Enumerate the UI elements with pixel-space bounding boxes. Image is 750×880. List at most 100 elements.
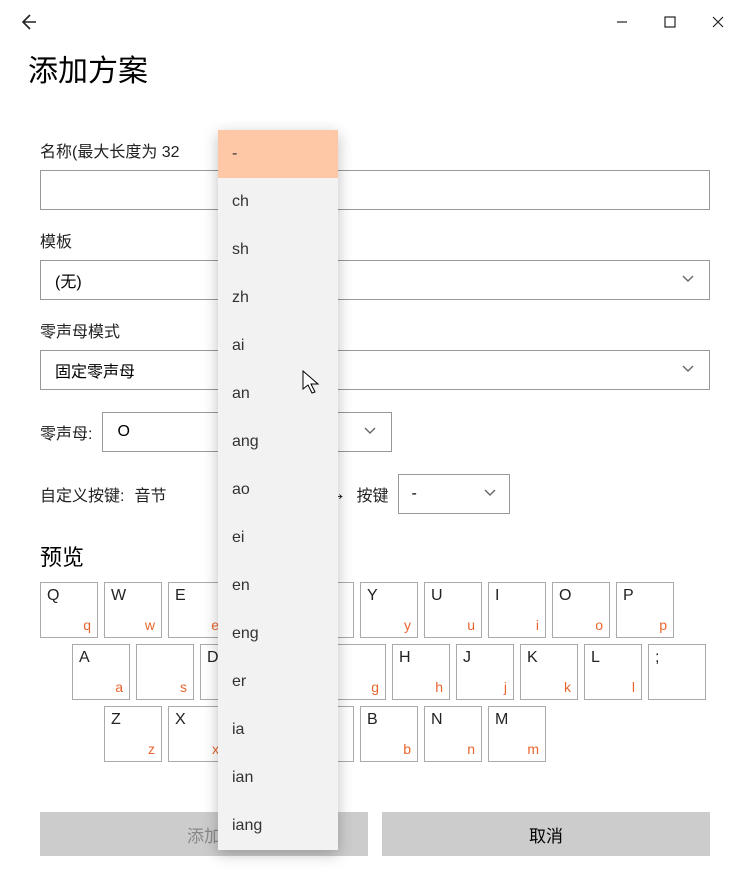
- dropdown-item[interactable]: ian: [218, 754, 338, 802]
- cancel-button-label: 取消: [529, 822, 563, 847]
- dropdown-item[interactable]: an: [218, 370, 338, 418]
- content-area: 名称(最大长度为 32 模板 (无) 零声母模式 固定零声母 零声母: O 自定…: [0, 100, 750, 762]
- minimize-icon: [616, 16, 628, 28]
- template-label: 模板: [40, 228, 710, 252]
- dropdown-item[interactable]: sh: [218, 226, 338, 274]
- key-main-letter: X: [175, 711, 186, 729]
- template-select[interactable]: (无): [40, 260, 710, 300]
- dropdown-item[interactable]: zh: [218, 274, 338, 322]
- key-sub-letter: q: [83, 617, 91, 633]
- name-input[interactable]: [40, 170, 710, 210]
- zero-initial-mode-select[interactable]: 固定零声母: [40, 350, 710, 390]
- dropdown-item[interactable]: ang: [218, 418, 338, 466]
- template-value: (无): [55, 268, 82, 292]
- syllable-dropdown[interactable]: -chshzhaianangaoeienengeriaianiang: [218, 130, 338, 850]
- key-main-letter: N: [431, 711, 443, 729]
- key-main-letter: Q: [47, 587, 59, 605]
- dropdown-item[interactable]: -: [218, 130, 338, 178]
- key-sub-letter: m: [527, 741, 539, 757]
- key-sub-letter: i: [536, 617, 539, 633]
- keyboard-key: Kk: [520, 644, 578, 700]
- key-main-letter: K: [527, 649, 538, 667]
- keyboard-key: Uu: [424, 582, 482, 638]
- key-sub-letter: z: [148, 741, 155, 757]
- zero-initial-value: O: [117, 423, 129, 441]
- key-main-letter: Z: [111, 711, 121, 729]
- keyboard-key: Jj: [456, 644, 514, 700]
- key-main-letter: J: [463, 649, 471, 667]
- key-sub-letter: y: [404, 617, 411, 633]
- dropdown-item[interactable]: iang: [218, 802, 338, 850]
- keyboard-key: Pp: [616, 582, 674, 638]
- key-main-letter: L: [591, 649, 600, 667]
- custom-key-row: 自定义按键: 音节 → 按键 -: [40, 474, 710, 514]
- key-sub-letter: l: [632, 679, 635, 695]
- keyboard-key: Ll: [584, 644, 642, 700]
- key-main-letter: W: [111, 587, 126, 605]
- keyboard-key: Bb: [360, 706, 418, 762]
- key-sub-letter: g: [371, 679, 379, 695]
- key-main-letter: A: [79, 649, 90, 667]
- close-icon: [712, 16, 724, 28]
- keyboard-key: Aa: [72, 644, 130, 700]
- zero-initial-mode-value: 固定零声母: [55, 358, 135, 382]
- keyboard-key: Hh: [392, 644, 450, 700]
- close-button[interactable]: [694, 2, 742, 42]
- keyboard-key: Ww: [104, 582, 162, 638]
- key-sub-letter: k: [564, 679, 571, 695]
- key-sub-letter: o: [595, 617, 603, 633]
- syllable-label: 音节: [134, 482, 166, 506]
- key-main-letter: M: [495, 711, 508, 729]
- key-main-letter: D: [207, 649, 219, 667]
- key-main-letter: Y: [367, 587, 378, 605]
- footer: 添加 取消: [40, 812, 710, 856]
- keyboard-key: Oo: [552, 582, 610, 638]
- titlebar: [0, 0, 750, 44]
- key-sub-letter: h: [435, 679, 443, 695]
- key-sub-letter: p: [659, 617, 667, 633]
- key-main-letter: U: [431, 587, 443, 605]
- dropdown-item[interactable]: er: [218, 658, 338, 706]
- page-title: 添加方案: [0, 44, 750, 100]
- dropdown-item[interactable]: ia: [218, 706, 338, 754]
- add-button-label: 添加: [187, 822, 221, 847]
- keyboard-key: Qq: [40, 582, 98, 638]
- dropdown-item[interactable]: ao: [218, 466, 338, 514]
- key-sub-letter: n: [467, 741, 475, 757]
- dropdown-item[interactable]: ei: [218, 514, 338, 562]
- dropdown-item[interactable]: eng: [218, 610, 338, 658]
- zero-initial-label: 零声母:: [40, 420, 92, 444]
- key-sub-letter: u: [467, 617, 475, 633]
- key-sub-letter: j: [504, 679, 507, 695]
- key-sub-letter: s: [180, 679, 187, 695]
- cancel-button[interactable]: 取消: [382, 812, 710, 856]
- keyboard-key: Yy: [360, 582, 418, 638]
- key-main-letter: O: [559, 587, 571, 605]
- zero-initial-row: 零声母: O: [40, 412, 710, 452]
- dropdown-item[interactable]: en: [218, 562, 338, 610]
- dropdown-item[interactable]: ch: [218, 178, 338, 226]
- keyboard-row: QqWwEeYyUuIiOoPp: [40, 582, 710, 638]
- keyboard-key: ;: [648, 644, 706, 700]
- keyboard-key: Ii: [488, 582, 546, 638]
- maximize-button[interactable]: [646, 2, 694, 42]
- key-value: -: [411, 485, 416, 503]
- keyboard-row: AasDgHhJjKkLl;: [40, 644, 710, 700]
- key-select[interactable]: -: [398, 474, 510, 514]
- back-button[interactable]: [8, 2, 48, 42]
- chevron-down-icon: [483, 485, 497, 504]
- dropdown-item[interactable]: ai: [218, 322, 338, 370]
- key-main-letter: ;: [655, 649, 659, 667]
- key-main-letter: E: [175, 587, 186, 605]
- key-main-letter: I: [495, 587, 499, 605]
- keyboard-key: s: [136, 644, 194, 700]
- key-main-letter: P: [623, 587, 634, 605]
- key-main-letter: H: [399, 649, 411, 667]
- zero-initial-mode-label: 零声母模式: [40, 318, 710, 342]
- chevron-down-icon: [363, 423, 377, 442]
- keyboard-key: Zz: [104, 706, 162, 762]
- key-main-letter: B: [367, 711, 378, 729]
- chevron-down-icon: [681, 361, 695, 380]
- minimize-button[interactable]: [598, 2, 646, 42]
- key-sub-letter: a: [115, 679, 123, 695]
